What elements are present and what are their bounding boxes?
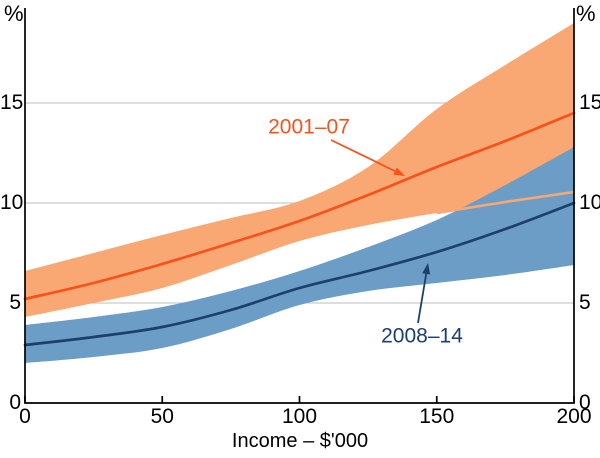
y-tick-label-right: 15 <box>579 91 600 114</box>
annotation-arrowhead <box>393 167 405 176</box>
y-tick-label-right: 5 <box>579 291 591 314</box>
confidence-band-2008-14 <box>25 147 574 363</box>
x-tick-label: 100 <box>281 405 318 428</box>
y-tick-label-left: 0 <box>9 391 21 414</box>
series-annotation-2008-14: 2008–14 <box>381 324 463 348</box>
trend-line-2001-07 <box>23 111 576 301</box>
annotation-arrowhead <box>422 263 431 275</box>
y-tick-label-right: 10 <box>579 191 600 214</box>
y-tick-label-left: 15 <box>0 91 24 114</box>
y-axis-unit-right: % <box>576 1 596 26</box>
x-tick-label: 150 <box>419 405 455 428</box>
y-tick-label-right: 0 <box>579 391 591 414</box>
y-tick-label-left: 5 <box>9 291 21 314</box>
series-annotation-2001-07: 2001–07 <box>268 115 350 139</box>
x-tick-label: 200 <box>556 405 592 428</box>
band-edge-overlay <box>436 190 575 215</box>
y-tick-label-left: 10 <box>0 191 24 214</box>
confidence-band-2001-07 <box>25 23 574 317</box>
trend-line-2008-14 <box>23 201 576 347</box>
x-axis-title: Income – $'000 <box>231 430 369 452</box>
annotation-arrow-line <box>330 139 399 174</box>
x-tick-label: 50 <box>150 405 174 428</box>
x-tick-label: 0 <box>19 405 31 428</box>
annotation-arrow-line <box>417 270 428 324</box>
y-axis-unit-left: % <box>4 1 24 26</box>
